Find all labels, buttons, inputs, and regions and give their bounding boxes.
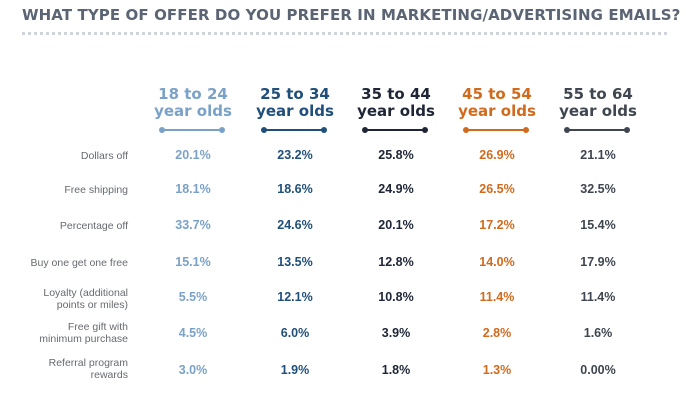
value-cell: 24.9% (378, 182, 414, 196)
rule-dot (624, 127, 630, 133)
column-header-line2: year olds (458, 102, 536, 120)
value-cell: 1.3% (482, 363, 512, 377)
row-label-bogo: Buy one get one free (8, 257, 129, 269)
column-header-45-54: 45 to 54 year olds (447, 86, 547, 120)
column-header-line1: 55 to 64 (563, 85, 633, 103)
row-label-line2: rewards (90, 369, 128, 381)
rule-dot (159, 127, 165, 133)
row-label-line2: minimum purchase (39, 333, 128, 345)
column-header-line1: 45 to 54 (462, 85, 532, 103)
value-cell: 17.9% (580, 255, 616, 269)
value-cell: 3.9% (381, 326, 411, 340)
chart-title: WHAT TYPE OF OFFER DO YOU PREFER IN MARK… (22, 6, 681, 24)
row-label-free-shipping: Free shipping (8, 184, 128, 196)
value-cell: 5.5% (178, 290, 208, 304)
value-cell: 2.8% (482, 326, 512, 340)
row-label-line1: Referral program (48, 357, 128, 369)
value-cell: 14.0% (479, 255, 515, 269)
value-cell: 17.2% (479, 218, 515, 232)
column-header-line2: year olds (357, 102, 435, 120)
row-label-line2: points or miles) (56, 299, 128, 311)
column-header-55-64: 55 to 64 year olds (548, 86, 648, 120)
rule-dot (321, 127, 327, 133)
value-cell: 18.1% (175, 182, 211, 196)
value-cell: 26.9% (479, 148, 515, 162)
row-label-dollars-off: Dollars off (8, 150, 128, 162)
row-label-line1: Dollars off (80, 150, 128, 162)
column-header-line2: year olds (256, 102, 334, 120)
rule-dot (362, 127, 368, 133)
value-cell: 1.8% (381, 363, 411, 377)
value-cell: 6.0% (280, 326, 310, 340)
value-cell: 32.5% (580, 182, 616, 196)
value-cell: 11.4% (479, 290, 515, 304)
value-cell: 1.6% (583, 326, 613, 340)
value-cell: 0.00% (580, 363, 616, 377)
rule-dot (523, 127, 529, 133)
column-header-18-24: 18 to 24 year olds (143, 86, 243, 120)
value-cell: 12.1% (277, 290, 313, 304)
row-label-line1: Free gift with (67, 321, 128, 333)
column-header-line1: 25 to 34 (260, 85, 330, 103)
value-cell: 26.5% (479, 182, 515, 196)
row-label-line1: Loyalty (additional (43, 287, 128, 299)
column-header-line2: year olds (154, 102, 232, 120)
value-cell: 25.8% (378, 148, 414, 162)
row-label-referral: Referral program rewards (8, 357, 128, 381)
value-cell: 33.7% (175, 218, 211, 232)
value-cell: 4.5% (178, 326, 208, 340)
column-rule-55-64 (564, 127, 630, 133)
value-cell: 18.6% (277, 182, 313, 196)
value-cell: 13.5% (277, 255, 313, 269)
value-cell: 12.8% (378, 255, 414, 269)
value-cell: 10.8% (378, 290, 414, 304)
row-label-loyalty: Loyalty (additional points or miles) (8, 287, 128, 311)
value-cell: 20.1% (175, 148, 211, 162)
column-header-35-44: 35 to 44 year olds (346, 86, 446, 120)
column-header-line1: 35 to 44 (361, 85, 431, 103)
value-cell: 1.9% (280, 363, 310, 377)
rule-dot (463, 127, 469, 133)
rule-dot (261, 127, 267, 133)
row-label-line1: Percentage off (59, 220, 128, 232)
value-cell: 20.1% (378, 218, 414, 232)
row-label-free-gift: Free gift with minimum purchase (8, 321, 128, 345)
row-label-percentage-off: Percentage off (8, 220, 128, 232)
value-cell: 15.1% (175, 255, 211, 269)
column-header-line2: year olds (559, 102, 637, 120)
rule-dot (564, 127, 570, 133)
column-rule-35-44 (362, 127, 428, 133)
column-rule-45-54 (463, 127, 529, 133)
value-cell: 3.0% (178, 363, 208, 377)
column-rule-25-34 (261, 127, 327, 133)
rule-dot (219, 127, 225, 133)
value-cell: 23.2% (277, 148, 313, 162)
value-cell: 15.4% (580, 218, 616, 232)
value-cell: 11.4% (580, 290, 616, 304)
column-header-25-34: 25 to 34 year olds (245, 86, 345, 120)
value-cell: 21.1% (580, 148, 616, 162)
value-cell: 24.6% (277, 218, 313, 232)
rule-dot (422, 127, 428, 133)
column-rule-18-24 (159, 127, 225, 133)
column-header-line1: 18 to 24 (158, 85, 228, 103)
row-label-line1: Free shipping (64, 184, 128, 196)
title-divider (22, 32, 667, 35)
row-label-line1: Buy one get one free (30, 257, 129, 269)
